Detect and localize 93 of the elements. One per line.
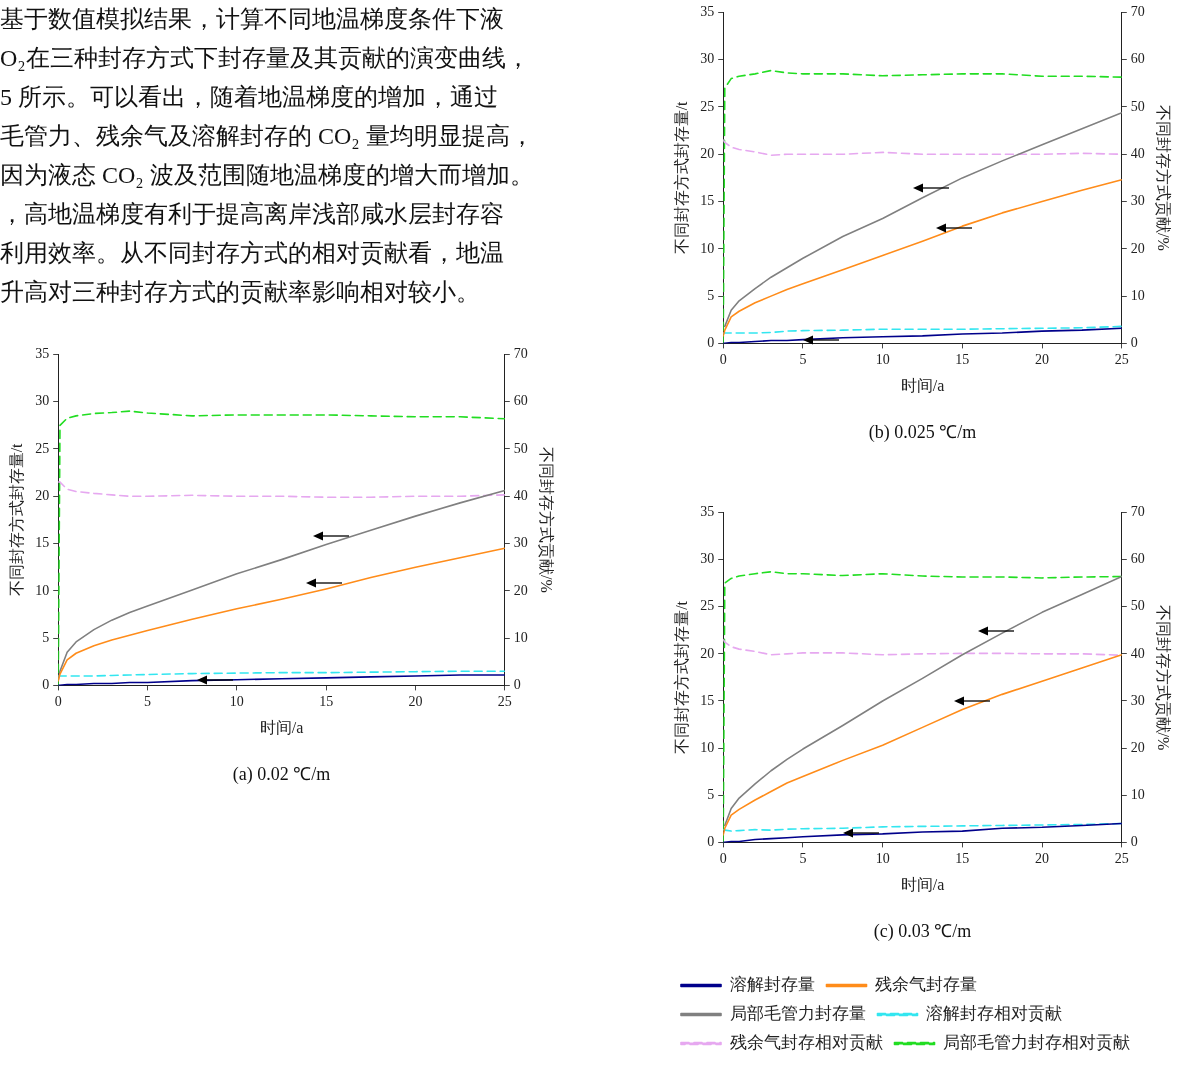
y-tick-label: 25 bbox=[700, 598, 715, 614]
x-tick-label: 10 bbox=[875, 352, 890, 368]
text: 毛管力、残余气及溶解封存的 CO₂ 量均明显提高， bbox=[0, 122, 535, 151]
y2-tick-label: 0 bbox=[1130, 834, 1138, 850]
y-tick-label: 15 bbox=[35, 535, 50, 551]
y-tick-label: 20 bbox=[700, 145, 715, 161]
x-tick-label: 10 bbox=[875, 851, 890, 867]
text: ，高地温梯度有利于提高离岸浅部咸水层封存容 bbox=[0, 200, 505, 229]
y-axis-title: 不同封存方式封存量/t bbox=[7, 442, 25, 597]
x-tick-label: 15 bbox=[319, 694, 334, 710]
y2-tick-label: 20 bbox=[1130, 739, 1145, 755]
y-tick-label: 10 bbox=[700, 240, 715, 256]
x-tick-label: 20 bbox=[408, 694, 423, 710]
y2-tick-label: 40 bbox=[1130, 145, 1145, 161]
y-tick-label: 35 bbox=[700, 4, 715, 20]
y2-tick-label: 30 bbox=[1130, 193, 1145, 209]
legend-label: 残余气封存量 bbox=[875, 974, 977, 994]
text: 利用效率。从不同封存方式的相对贡献看，地温 bbox=[0, 239, 505, 268]
y2-tick-label: 40 bbox=[1130, 645, 1145, 661]
y2-tick-label: 20 bbox=[1130, 240, 1145, 256]
text: (b) 0.025 ℃/m bbox=[868, 421, 977, 443]
legend-label: 溶解封存相对贡献 bbox=[926, 1003, 1062, 1023]
x-tick-label: 10 bbox=[229, 694, 244, 710]
y2-tick-label: 40 bbox=[513, 487, 528, 503]
y-tick-label: 0 bbox=[42, 677, 50, 693]
text: (a) 0.02 ℃/m bbox=[232, 763, 331, 785]
y-tick-label: 10 bbox=[700, 739, 715, 755]
y2-tick-label: 60 bbox=[1130, 551, 1145, 567]
y2-tick-label: 50 bbox=[513, 440, 528, 456]
y2-tick-label: 30 bbox=[513, 535, 528, 551]
x-tick-label: 20 bbox=[1035, 851, 1050, 867]
x-axis-title: 时间/a bbox=[900, 876, 945, 893]
y-tick-label: 20 bbox=[35, 487, 50, 503]
y2-tick-label: 0 bbox=[513, 677, 521, 693]
y-tick-label: 25 bbox=[35, 440, 50, 456]
x-tick-label: 0 bbox=[54, 694, 62, 710]
y-tick-label: 30 bbox=[700, 551, 715, 567]
x-tick-label: 25 bbox=[497, 694, 512, 710]
y-tick-label: 5 bbox=[42, 629, 50, 645]
y2-tick-label: 10 bbox=[1130, 786, 1145, 802]
x-tick-label: 5 bbox=[144, 694, 152, 710]
x-tick-label: 0 bbox=[719, 851, 727, 867]
text: 基于数值模拟结果，计算不同地温梯度条件下液 bbox=[0, 5, 505, 34]
x-tick-label: 15 bbox=[955, 851, 970, 867]
y2-axis-title: 不同封存方式贡献/% bbox=[1155, 105, 1173, 251]
y-axis-title: 不同封存方式封存量/t bbox=[672, 600, 690, 754]
x-tick-label: 20 bbox=[1035, 352, 1050, 368]
y-tick-label: 0 bbox=[707, 834, 715, 850]
x-tick-label: 15 bbox=[955, 352, 970, 368]
text: 因为液态 CO₂ 波及范围随地温梯度的增大而增加。 bbox=[0, 161, 535, 190]
y2-tick-label: 70 bbox=[1130, 504, 1145, 520]
line-series bbox=[58, 481, 505, 498]
y-tick-label: 10 bbox=[35, 582, 50, 598]
y2-axis-title: 不同封存方式贡献/% bbox=[1155, 604, 1173, 751]
y2-tick-label: 60 bbox=[1130, 51, 1145, 67]
y2-tick-label: 50 bbox=[1130, 598, 1145, 614]
x-axis-title: 时间/a bbox=[259, 719, 304, 736]
y-tick-label: 30 bbox=[700, 51, 715, 67]
line-series bbox=[723, 325, 1122, 334]
x-tick-label: 25 bbox=[1114, 352, 1129, 368]
text: O₂在三种封存方式下封存量及其贡献的演变曲线， bbox=[0, 44, 531, 73]
y-tick-label: 35 bbox=[700, 504, 715, 520]
y2-tick-label: 70 bbox=[513, 346, 528, 362]
text: 5 所示。可以看出，随着地温梯度的增加，通过 bbox=[0, 83, 499, 112]
y-tick-label: 15 bbox=[700, 193, 715, 209]
y2-tick-label: 20 bbox=[513, 582, 528, 598]
x-axis-title: 时间/a bbox=[900, 377, 945, 394]
y-tick-label: 35 bbox=[35, 346, 50, 362]
y-tick-label: 30 bbox=[35, 393, 50, 409]
y-tick-label: 5 bbox=[707, 786, 715, 802]
y2-tick-label: 10 bbox=[1130, 287, 1145, 303]
y2-tick-label: 60 bbox=[513, 393, 528, 409]
y2-tick-label: 10 bbox=[513, 629, 528, 645]
x-tick-label: 0 bbox=[719, 352, 727, 368]
y2-axis-title: 不同封存方式贡献/% bbox=[538, 447, 556, 593]
legend-label: 局部毛管力封存量 bbox=[729, 1003, 866, 1023]
text: (c) 0.03 ℃/m bbox=[873, 920, 972, 942]
y2-tick-label: 0 bbox=[1130, 335, 1138, 351]
text: 升高对三种封存方式的贡献率影响相对较小。 bbox=[0, 278, 481, 307]
y-tick-label: 20 bbox=[700, 645, 715, 661]
y-tick-label: 5 bbox=[707, 287, 715, 303]
y2-tick-label: 50 bbox=[1130, 98, 1145, 114]
x-tick-label: 25 bbox=[1114, 851, 1129, 867]
y-tick-label: 0 bbox=[707, 335, 715, 351]
y2-tick-label: 70 bbox=[1130, 4, 1145, 20]
x-tick-label: 5 bbox=[799, 352, 807, 368]
y-tick-label: 25 bbox=[700, 98, 715, 114]
legend-label: 溶解封存量 bbox=[729, 974, 815, 994]
x-tick-label: 5 bbox=[799, 851, 807, 867]
y-axis-title: 不同封存方式封存量/t bbox=[672, 100, 690, 255]
legend-label: 局部毛管力封存相对贡献 bbox=[943, 1032, 1130, 1052]
legend-label: 残余气封存相对贡献 bbox=[729, 1032, 883, 1052]
y2-tick-label: 30 bbox=[1130, 692, 1145, 708]
